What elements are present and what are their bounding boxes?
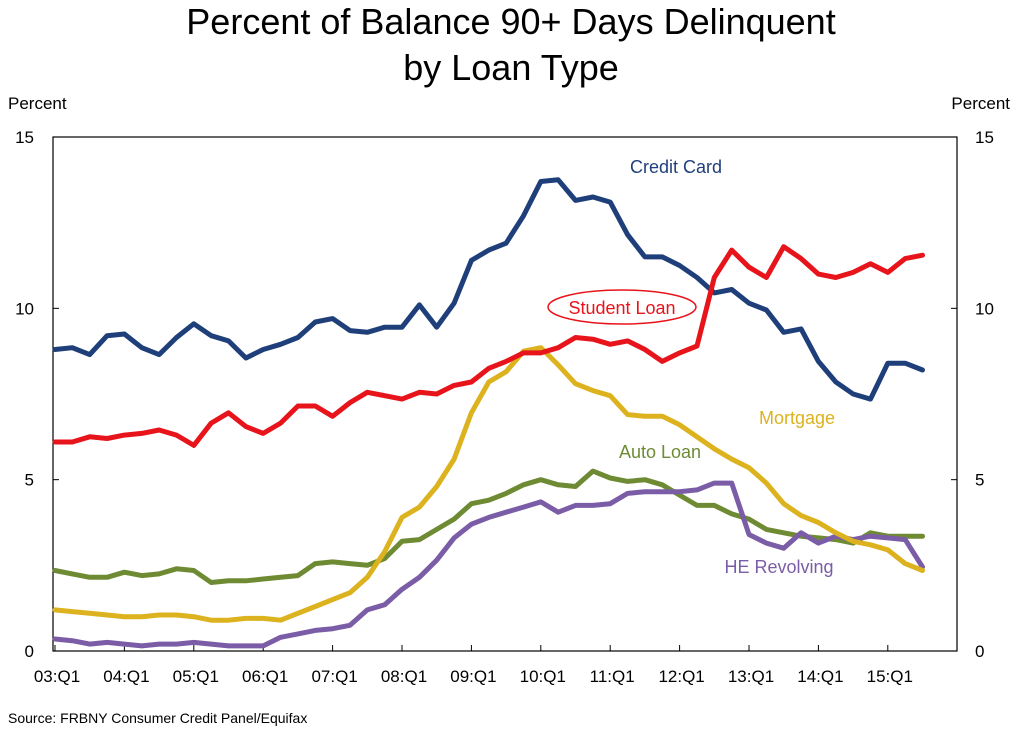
y-axis-label-right: Percent xyxy=(951,94,1010,113)
x-tick-label: 12:Q1 xyxy=(658,667,704,686)
x-tick-label: 14:Q1 xyxy=(797,667,843,686)
x-tick-label: 08:Q1 xyxy=(381,667,427,686)
student-loan-highlight-oval xyxy=(547,289,697,325)
series-label-credit-card: Credit Card xyxy=(630,157,722,177)
series-line-credit-card xyxy=(52,177,925,402)
series-line-he-revolving xyxy=(52,480,925,649)
y-ticks-right: 0 5 10 15 xyxy=(951,128,994,661)
series-label-auto-loan: Auto Loan xyxy=(619,442,701,462)
y-tick-label-left: 10 xyxy=(15,299,34,318)
x-ticks: 03:Q1 04:Q1 05:Q1 06:Q1 07:Q1 08:Q1 09:Q1 10:Q1… xyxy=(34,645,913,686)
chart-title-line-2: by Loan Type xyxy=(403,47,619,88)
x-tick-label: 03:Q1 xyxy=(34,667,80,686)
x-tick-label: 05:Q1 xyxy=(173,667,219,686)
x-tick-label: 07:Q1 xyxy=(311,667,357,686)
series-line-auto-loan xyxy=(52,468,925,585)
y-tick-label-right: 0 xyxy=(975,642,984,661)
series-line-student-loan xyxy=(52,244,925,448)
x-tick-label: 04:Q1 xyxy=(103,667,149,686)
x-tick-label: 13:Q1 xyxy=(728,667,774,686)
series-label-mortgage: Mortgage xyxy=(759,408,835,428)
plot-frame xyxy=(52,136,958,652)
y-tick-label-left: 15 xyxy=(15,128,34,147)
x-tick-label: 11:Q1 xyxy=(590,667,635,686)
source-note: Source: FRBNY Consumer Credit Panel/Equi… xyxy=(8,710,307,726)
y-tick-label-left: 0 xyxy=(25,642,34,661)
series-label-he-revolving: HE Revolving xyxy=(724,557,833,577)
chart-title-line-1: Percent of Balance 90+ Days Delinquent xyxy=(186,1,835,42)
series-lines xyxy=(52,177,925,649)
y-ticks-left: 0 5 10 15 xyxy=(15,128,59,661)
series-line-mortgage xyxy=(52,345,925,623)
y-tick-label-right: 5 xyxy=(975,471,984,490)
x-tick-label: 10:Q1 xyxy=(520,667,566,686)
y-tick-label-left: 5 xyxy=(25,471,34,490)
y-tick-label-right: 15 xyxy=(975,128,994,147)
y-tick-label-right: 10 xyxy=(975,299,994,318)
y-axis-label-left: Percent xyxy=(8,94,67,113)
x-tick-label: 09:Q1 xyxy=(450,667,496,686)
series-label-student-loan: Student Loan xyxy=(568,298,675,318)
x-tick-label: 15:Q1 xyxy=(867,667,913,686)
x-tick-label: 06:Q1 xyxy=(242,667,288,686)
series-labels: Credit Card Student Loan Mortgage Auto Loan… xyxy=(547,157,835,577)
